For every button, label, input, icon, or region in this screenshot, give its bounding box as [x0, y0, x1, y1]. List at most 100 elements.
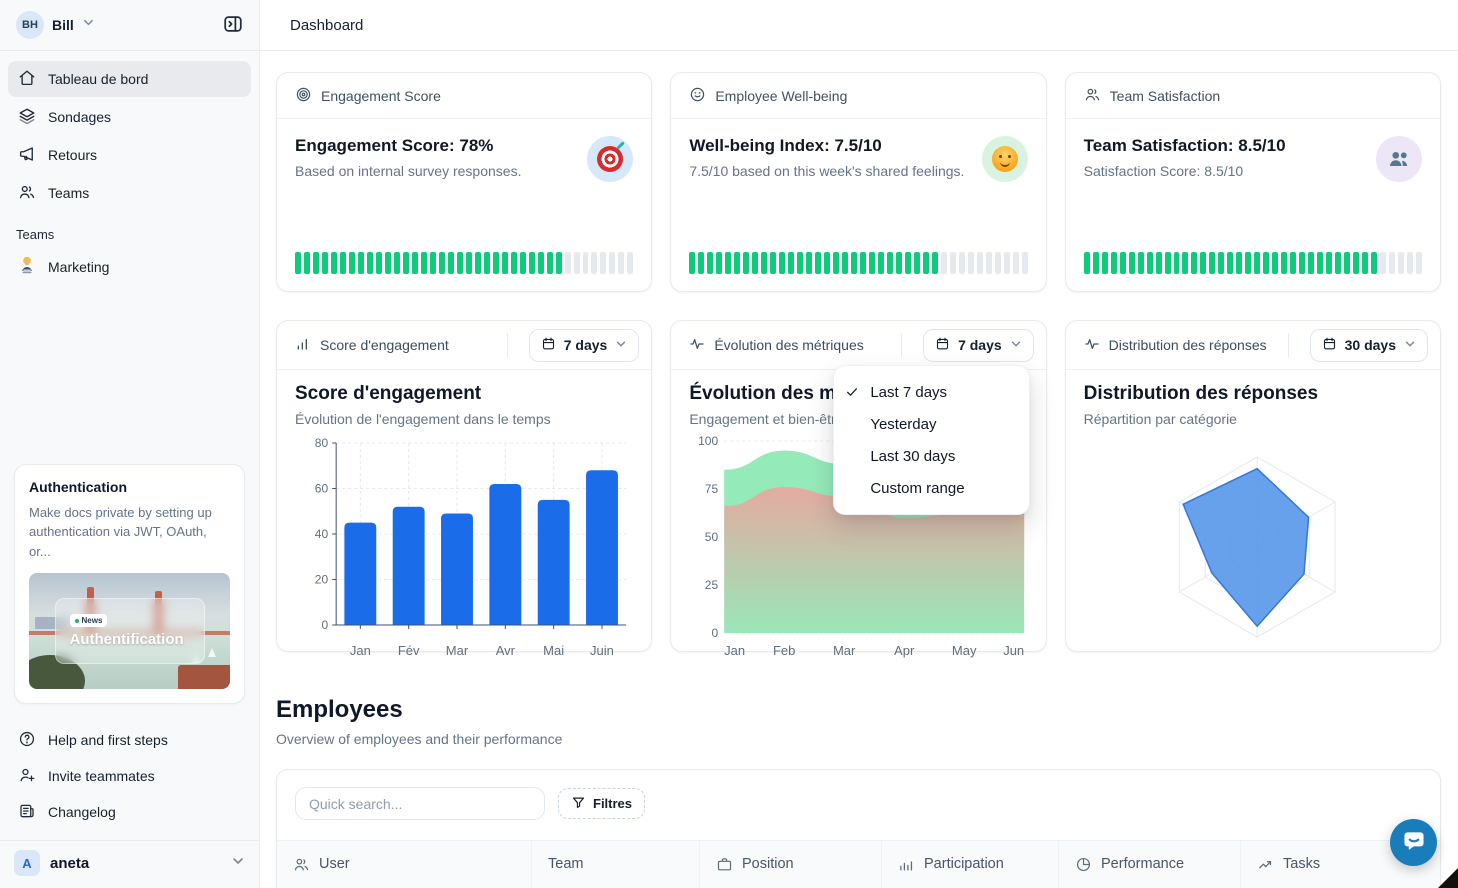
users-icon [1084, 86, 1101, 106]
dropdown-item-yesterday[interactable]: Yesterday [834, 408, 1029, 440]
sidebar-item-tableau-de-bord[interactable]: Tableau de bord [8, 61, 251, 97]
card-body: Engagement Score: 78% Based on internal … [277, 119, 651, 182]
date-range-label: 7 days [958, 337, 1002, 353]
column-header-performance[interactable]: Performance [1058, 841, 1240, 888]
sidebar-collapse-button[interactable] [219, 11, 247, 39]
promo-card-authentication[interactable]: Authentication Make docs private by sett… [14, 463, 245, 704]
svg-text:0: 0 [321, 618, 328, 632]
date-range-button[interactable]: 7 days [923, 328, 1034, 362]
card-body: Well-being Index: 7.5/10 7.5/10 based on… [671, 119, 1045, 182]
metric-cards-row: Engagement Score Engagement Score: 78% B… [276, 72, 1441, 292]
dropdown-item-last-30-days[interactable]: Last 30 days [834, 440, 1029, 472]
changelog-icon [18, 802, 36, 823]
column-header-position[interactable]: Position [699, 841, 881, 888]
metric-subtitle: 7.5/10 based on this week's shared feeli… [689, 163, 965, 179]
sidebar-item-retours[interactable]: Retours [8, 137, 251, 173]
account-avatar: A [14, 850, 40, 876]
account-switcher[interactable]: A aneta [0, 840, 259, 888]
page-header: Dashboard [260, 0, 1458, 51]
building-graphic [178, 665, 230, 689]
account-name: aneta [50, 854, 90, 872]
chart-card-title: Distribution des réponses [1108, 337, 1267, 353]
svg-text:Mar: Mar [446, 643, 469, 658]
filters-button[interactable]: Filtres [558, 788, 646, 819]
dropdown-item-last-7-days[interactable]: Last 7 days [834, 376, 1029, 408]
sidebar-item-marketing[interactable]: Marketing [8, 250, 251, 284]
main-area: Dashboard Engagement Score Engagement Sc… [260, 0, 1458, 888]
card-header: Employee Well-being [671, 73, 1046, 119]
sidebar: BH Bill Tableau de bord Sondages [0, 0, 260, 888]
dropdown-item-custom-range[interactable]: Custom range [834, 472, 1029, 504]
column-header-participation[interactable]: Participation [881, 841, 1058, 888]
date-range-button[interactable]: 30 days [1309, 328, 1428, 362]
news-dot-icon [74, 618, 79, 623]
employees-title: Employees [276, 696, 403, 723]
promo-image-title: Authentification [69, 631, 184, 648]
util-item-label: Help and first steps [48, 732, 168, 748]
sidebar-item-invite[interactable]: Invite teammates [8, 758, 251, 794]
technologist-emoji [18, 256, 36, 278]
chart-title: Score d'engagement [295, 383, 482, 404]
column-header-team[interactable]: Team [531, 841, 699, 888]
sidebar-item-label: Sondages [48, 109, 112, 125]
sidebar-item-teams[interactable]: Teams [8, 175, 251, 211]
dashboard-content: Engagement Score Engagement Score: 78% B… [260, 51, 1458, 888]
progress-bar [671, 252, 1045, 291]
intercom-launcher-button[interactable] [1390, 819, 1437, 866]
column-header-user[interactable]: User [277, 841, 531, 888]
svg-text:Juin: Juin [590, 643, 614, 658]
chart-card-body: Score d'engagement Évolution de l'engage… [277, 370, 651, 663]
workspace-name: Bill [52, 17, 74, 33]
chart-card-header: Distribution des réponses 30 days [1065, 321, 1440, 370]
panel-collapse-icon [222, 13, 244, 38]
dropdown-item-label: Yesterday [870, 415, 937, 433]
workspace-switcher[interactable]: BH Bill [0, 0, 259, 51]
svg-text:20: 20 [315, 573, 329, 587]
workspace-avatar: BH [16, 11, 44, 39]
sidebar-item-changelog[interactable]: Changelog [8, 794, 251, 830]
column-header-tasks[interactable]: Tasks [1240, 841, 1440, 888]
users-icon [293, 856, 310, 877]
chart-card-title: Évolution des métriques [714, 337, 864, 353]
chart-card-title: Score d'engagement [320, 337, 449, 353]
sidebar-item-help[interactable]: Help and first steps [8, 722, 251, 758]
date-range-button[interactable]: 7 days [528, 328, 640, 362]
mouse-cursor [1438, 866, 1458, 888]
column-label: Participation [924, 856, 1004, 872]
column-label: Team [548, 856, 584, 872]
chart-cards-row: Score d'engagement 7 days Score d'engage… [276, 320, 1441, 658]
svg-text:40: 40 [315, 527, 329, 541]
card-header-label: Engagement Score [321, 87, 441, 104]
search-input[interactable] [295, 787, 545, 820]
svg-text:Jun: Jun [1004, 643, 1025, 658]
chevron-down-icon [82, 16, 95, 34]
engagement-bar-chart: 0 20 40 60 80 Jan Fév Mar Avr Mai Juin [315, 436, 627, 658]
svg-text:80: 80 [315, 436, 329, 450]
svg-text:50: 50 [705, 530, 719, 544]
chart-subtitle: Évolution de l'engagement dans le temps [295, 411, 551, 427]
sidebar-item-sondages[interactable]: Sondages [8, 99, 251, 135]
card-header: Engagement Score [277, 73, 652, 119]
divider [506, 333, 508, 357]
progress-bar [277, 252, 651, 291]
chevron-down-icon [615, 337, 627, 353]
page-title: Dashboard [290, 16, 364, 34]
util-item-label: Invite teammates [48, 768, 155, 784]
date-range-label: 30 days [1344, 337, 1396, 353]
chat-bubble-icon [1401, 828, 1427, 857]
metric-subtitle: Based on internal survey responses. [295, 163, 522, 179]
divider [1287, 333, 1289, 357]
dropdown-item-label: Last 30 days [870, 447, 956, 465]
invite-user-icon [18, 766, 36, 787]
column-label: User [319, 856, 350, 872]
card-header: Team Satisfaction [1065, 73, 1440, 119]
svg-text:Mar: Mar [833, 643, 856, 658]
chart-card-header: Évolution des métriques 7 days [671, 321, 1046, 370]
megaphone-icon [18, 145, 36, 166]
filters-label: Filtres [593, 796, 633, 811]
card-body: Team Satisfaction: 8.5/10 Satisfaction S… [1066, 119, 1440, 182]
svg-text:Apr: Apr [894, 643, 915, 658]
card-score-engagement: Score d'engagement 7 days Score d'engage… [276, 320, 653, 658]
table-toolbar: Filtres [277, 770, 1440, 820]
